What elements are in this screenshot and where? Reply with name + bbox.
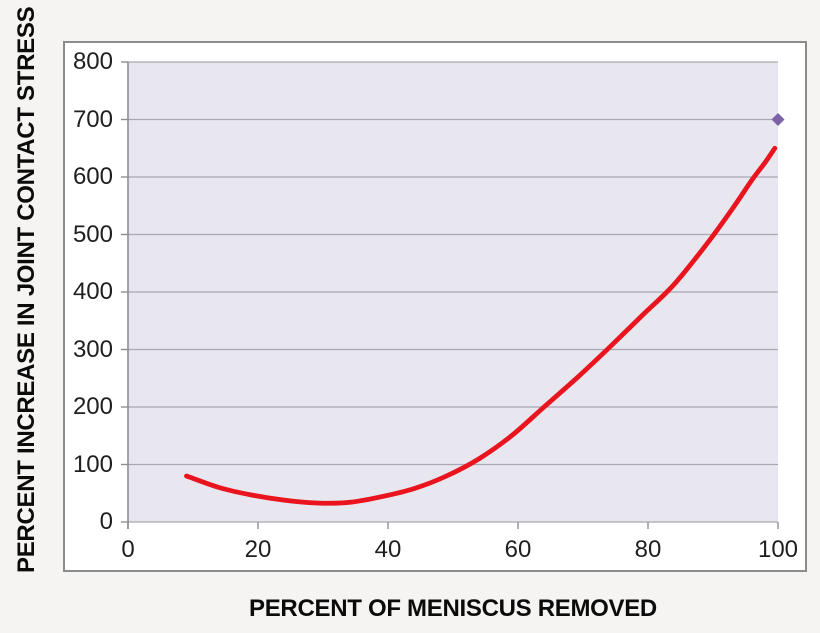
x-tick-label: 20	[244, 536, 272, 563]
y-tick-label: 700	[72, 105, 113, 133]
y-tick-label: 200	[72, 393, 113, 420]
y-tick-label: 500	[72, 220, 113, 248]
x-axis-title: PERCENT OF MENISCUS REMOVED	[249, 595, 657, 622]
x-tick-label: 100	[757, 536, 799, 563]
y-tick-label: 800	[72, 48, 113, 75]
y-tick-label: 400	[72, 278, 113, 305]
y-tick-label: 100	[72, 450, 113, 478]
y-tick-label: 600	[72, 163, 113, 190]
y-tick-label: 0	[99, 508, 113, 535]
x-tick-label: 40	[374, 536, 402, 563]
series-line	[184, 145, 778, 506]
x-tick-label: 60	[504, 536, 532, 563]
x-tick-label: 0	[121, 536, 135, 563]
y-tick-label: 300	[72, 335, 113, 363]
diamond-data-point-marker	[771, 113, 785, 126]
x-tick-label: 80	[634, 536, 662, 563]
